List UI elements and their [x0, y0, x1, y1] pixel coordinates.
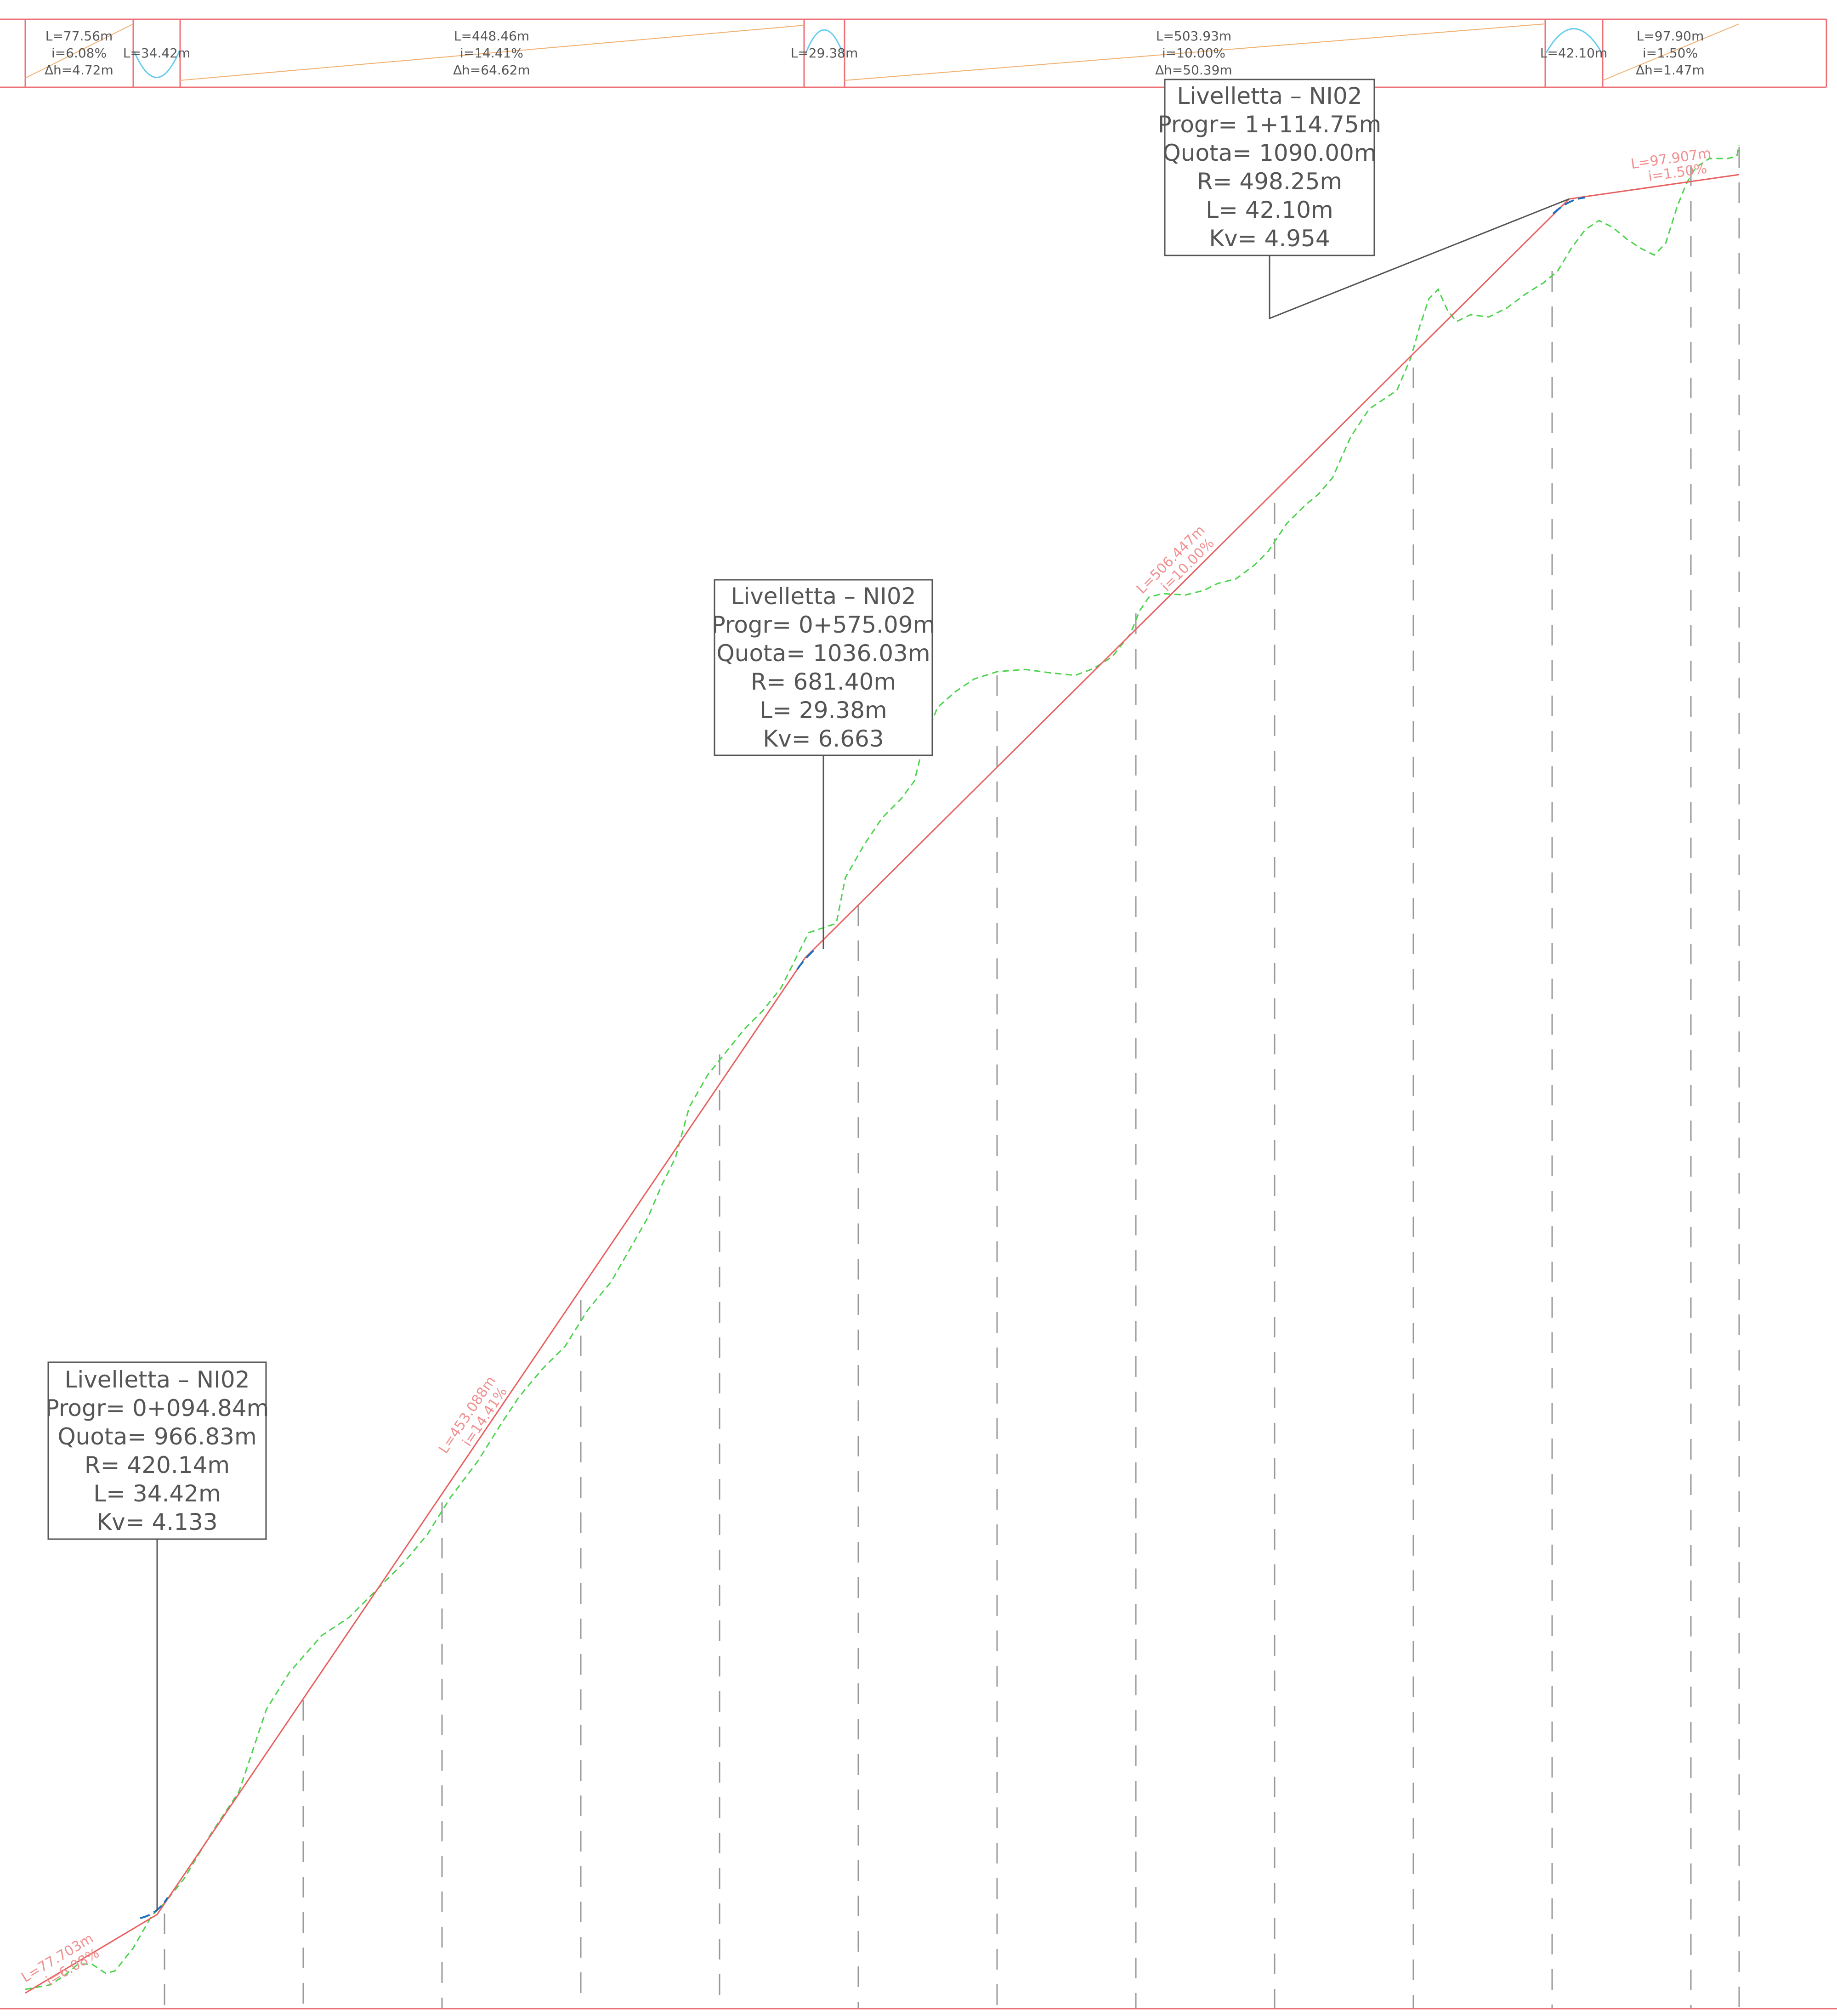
vertex-3-box	[1164, 79, 1375, 256]
band-curve3-length: L=42.10m	[1540, 45, 1608, 61]
crest-curve-symbol	[1545, 28, 1603, 53]
vertex-3-radius: R= 498.25m	[1197, 168, 1342, 195]
vertical-curve-2	[796, 948, 816, 970]
vertex-1-length: L= 34.42m	[93, 1480, 221, 1507]
band-grade-line	[1602, 23, 1740, 81]
vertex-1-quota: Quota= 966.83m	[57, 1423, 256, 1450]
vertex-3-quota: Quota= 1090.00m	[1162, 140, 1376, 166]
vertex-2-progr: Progr= 0+575.09m	[712, 612, 936, 638]
vertex-label-2: Livelletta – NI02 Progr= 0+575.09m Quota…	[712, 579, 936, 949]
vertex-1-box	[47, 1361, 267, 1540]
vertex-1-kv: Kv= 4.133	[96, 1509, 217, 1535]
vertex-3-title: Livelletta – NI02	[1177, 83, 1362, 109]
vertex-label-3: Livelletta – NI02 Progr= 1+114.75m Quota…	[1158, 79, 1570, 320]
vertex-2-kv: Kv= 6.663	[763, 725, 884, 752]
band-seg3-grade: i=10.00%	[1162, 45, 1225, 61]
design-profile-line	[25, 174, 1740, 1994]
segment-label-3: L=506.447m i=10.00%	[1134, 522, 1218, 597]
vertical-curve-3	[1552, 197, 1586, 215]
band-seg4-length: L=97.90m	[1637, 28, 1704, 44]
vertex-2-quota: Quota= 1036.03m	[716, 640, 930, 667]
band-seg2-length: L=448.46m	[454, 28, 529, 44]
band-seg1-length: L=77.56m	[45, 28, 113, 44]
vertex-1-title: Livelletta – NI02	[64, 1366, 249, 1393]
vertex-3-kv: Kv= 4.954	[1209, 225, 1330, 252]
band-seg3-length: L=503.93m	[1156, 28, 1231, 44]
band-curve1-length: L=34.42m	[123, 45, 191, 61]
band-curve2-length: L=29.38m	[791, 45, 858, 61]
vertex-2-radius: R= 681.40m	[751, 668, 896, 695]
vertex-3-length: L= 42.10m	[1206, 197, 1333, 223]
band-seg2-dh: ∆h=64.62m	[453, 62, 530, 78]
band-seg3-dh: ∆h=50.39m	[1155, 62, 1232, 78]
vertex-2-box	[714, 579, 933, 756]
vertex-1-progr: Progr= 0+094.84m	[45, 1395, 269, 1421]
band-grade-line	[180, 25, 805, 81]
band-seg4-dh: ∆h=1.47m	[1635, 62, 1705, 78]
vertex-3-leader	[1269, 198, 1570, 320]
station-lines	[164, 147, 1740, 2008]
band-grade-line	[844, 23, 1546, 81]
band-seg2-grade: i=14.41%	[460, 45, 523, 61]
vertex-3-progr: Progr= 1+114.75m	[1158, 111, 1382, 138]
crest-curve-symbol	[804, 29, 845, 56]
band-seg1-grade: i=6.08%	[51, 45, 107, 61]
vertex-2-length: L= 29.38m	[760, 697, 887, 724]
band-seg4-grade: i=1.50%	[1643, 45, 1698, 61]
band-grade-line	[25, 23, 134, 79]
segment-label-2: L=453.088m i=14.41%	[436, 1373, 510, 1456]
sag-curve-symbol	[133, 51, 180, 78]
band-seg1-dh: ∆h=4.72m	[44, 62, 113, 78]
vertex-2-title: Livelletta – NI02	[731, 583, 916, 610]
vertical-curve-1	[140, 1897, 169, 1919]
vertex-1-radius: R= 420.14m	[85, 1452, 230, 1478]
ground-profile-line	[25, 144, 1740, 1990]
grade-band: L=77.56m i=6.08% ∆h=4.72m L=34.42m L=448…	[0, 18, 1827, 88]
vertex-label-1: Livelletta – NI02 Progr= 0+094.84m Quota…	[45, 1361, 269, 1911]
